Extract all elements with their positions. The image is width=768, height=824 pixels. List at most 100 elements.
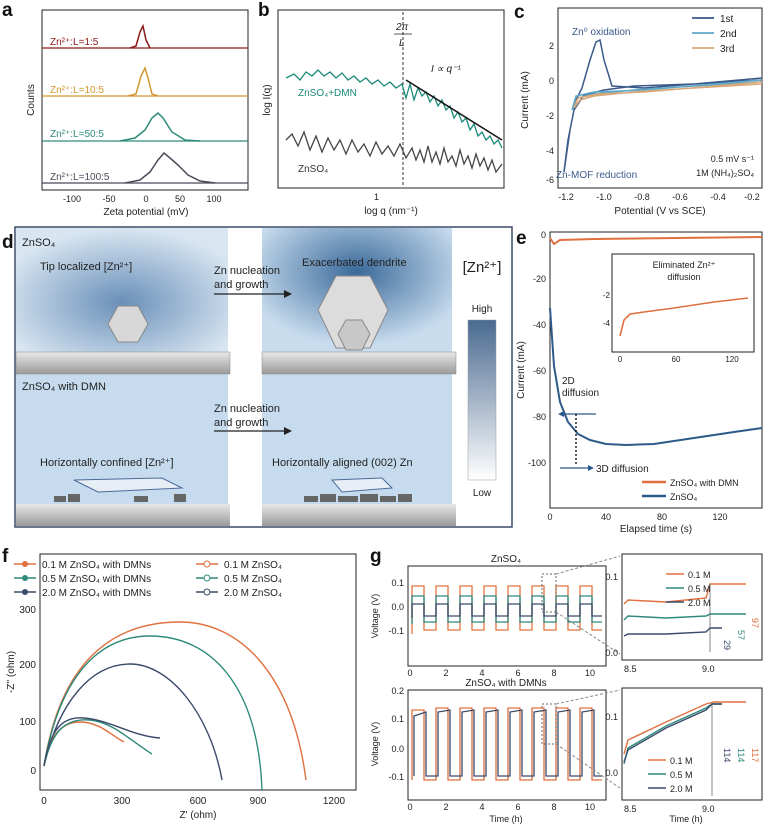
series-0.5M	[43, 635, 263, 791]
panel-b-chart: 2π L I ∝ q⁻¹ ZnSO₄+DMN ZnSO₄ 1 log q (nm…	[262, 9, 505, 217]
x-axis-label-main: Time (h)	[489, 814, 522, 824]
scale-low: Low	[473, 488, 492, 499]
inset	[611, 253, 755, 353]
panel-letter-d: d	[2, 232, 14, 253]
legend-0.5M: 0.5 M ZnSO₄	[224, 574, 282, 585]
trace-1-5	[129, 23, 151, 49]
label-100-5: Zn²⁺:L=100:5	[50, 172, 110, 183]
xtick: 40	[601, 512, 611, 522]
y-axis-label-top: Voltage (V)	[370, 594, 380, 639]
legend-dmn-2.0M: 2.0 M ZnSO₄ with DMNs	[42, 588, 151, 599]
trace-10-5	[127, 65, 159, 97]
zoom-xtick: 9.0	[702, 664, 715, 674]
xtick: 2	[443, 802, 448, 812]
y-axis-label: Counts	[26, 84, 37, 116]
scale-title: [Zn²⁺]	[463, 259, 502, 276]
label-2d-1: 2D	[562, 376, 575, 387]
power-law-label: I ∝ q⁻¹	[431, 64, 461, 75]
xtick: 4	[479, 802, 484, 812]
zoom-xtick: 8.5	[624, 664, 637, 674]
dmn-sheet-icon	[73, 477, 184, 493]
scale-high: High	[472, 304, 493, 315]
zoom-ytick: 0.1	[605, 572, 618, 582]
legend-0.1M: 0.1 M ZnSO₄	[224, 560, 282, 571]
ytick: 0	[30, 766, 36, 777]
aligned-text: Horizontally aligned (002) Zn	[272, 457, 413, 469]
xtick: 0	[41, 796, 47, 807]
top-value-0.5M: 57	[736, 630, 746, 640]
legend-dmn-0.1M: 0.1 M ZnSO₄ with DMNs	[42, 560, 151, 571]
rate-label: 0.5 mV s⁻¹	[711, 154, 754, 164]
xtick: -1.2	[558, 192, 574, 202]
bottom-title: ZnSO₄ with DMN	[22, 381, 106, 393]
ytick: 0.0	[391, 744, 404, 754]
ytick: -60	[533, 366, 546, 376]
panel-letter-e: e	[516, 228, 527, 249]
xtick: -0.6	[672, 192, 688, 202]
annot-2pi: 2π	[395, 22, 409, 33]
xtick: 0	[407, 668, 412, 678]
xtick: 0	[143, 194, 148, 204]
x-axis-label: Potential (V vs SCE)	[614, 206, 705, 217]
legend-bottom-0.1M: 0.1 M	[670, 756, 693, 766]
panel-e-chart: 0 -20 -40 -60 -80 -100 0 40 80 120 Elaps…	[516, 230, 763, 535]
top-title: ZnSO₄	[491, 554, 521, 565]
xtick: 300	[114, 796, 131, 807]
trace-50-5	[119, 111, 201, 142]
inset-xtick: 120	[725, 355, 739, 364]
ytick: 200	[19, 660, 36, 671]
series-znso4	[549, 307, 763, 447]
ytick: 0	[541, 230, 546, 240]
panel-d-schematic: ZnSO₄ Tip localized [Zn²⁺] Zn nucleation…	[14, 226, 513, 528]
bottom-value-2.0M: 114	[722, 748, 732, 762]
legend-1st: 1st	[720, 14, 734, 25]
ytick: -0.1	[388, 626, 404, 636]
zoom-ytick: 0.0	[605, 768, 618, 778]
bottom-title: ZnSO₄ with DMNs	[465, 678, 546, 689]
ytick: 2	[549, 41, 554, 51]
xtick: -1.0	[596, 192, 612, 202]
label-1-5: Zn²⁺:L=1:5	[50, 37, 99, 48]
panel-letter-a: a	[2, 0, 13, 21]
cycle-1	[563, 38, 763, 173]
ytick: 300	[19, 605, 36, 616]
series-0.1M	[43, 621, 307, 781]
panel-c-chart: 2 0 -2 -4 -6 -1.2 -1.0 -0.8 -0.6 -0.4 -0…	[520, 7, 763, 217]
arrow-text-bottom-2: and growth	[214, 417, 268, 429]
hexagon-tip-icon	[107, 305, 149, 343]
legend-znso4: ZnSO₄	[670, 492, 698, 502]
xtick: 2	[443, 668, 448, 678]
xtick: 80	[657, 512, 667, 522]
zoom-xtick: 8.5	[624, 804, 637, 814]
trace-100-5	[124, 151, 216, 184]
legend-2.0M: 2.0 M	[688, 598, 711, 608]
label-50-5: Zn²⁺:L=50:5	[50, 129, 104, 140]
ytick: 0	[549, 76, 554, 86]
inset-title-2: diffusion	[667, 272, 700, 282]
annot-L: L	[399, 38, 405, 49]
xtick: 0	[547, 512, 552, 522]
inset-xtick: 0	[618, 355, 623, 364]
label-dmn: ZnSO₄+DMN	[298, 88, 357, 99]
y-axis-label-bottom: Voltage (V)	[370, 722, 380, 767]
zoom-ytick: 0.0	[605, 648, 618, 658]
top-value-0.1M: 97	[750, 618, 760, 628]
x-axis-label-zoom: Time (h)	[669, 814, 702, 824]
series-2.0M	[43, 663, 223, 781]
concentration-scale	[467, 319, 497, 481]
ytick: -20	[533, 274, 546, 284]
xtick: 100	[206, 194, 221, 204]
inset-xtick: 60	[672, 355, 681, 364]
inset-ytick: -4	[603, 319, 611, 328]
legend-2.0M: 2.0 M ZnSO₄	[224, 588, 282, 599]
series-dmn	[549, 236, 763, 246]
x-axis-label: log q (nm⁻¹)	[364, 206, 418, 217]
x-axis-label: Z' (ohm)	[180, 810, 217, 821]
legend-dmn: ZnSO₄ with DMN	[670, 478, 739, 488]
dendrite-icon	[317, 275, 389, 349]
electrolyte-label: 1M (NH₄)₂SO₄	[696, 168, 754, 178]
xtick: 10	[585, 802, 595, 812]
xtick: 6	[515, 668, 520, 678]
panel-a-chart: Zn²⁺:L=1:5 Zn²⁺:L=10:5 Zn²⁺:L=50:5 Zn²⁺:…	[26, 9, 249, 218]
legend-bottom-0.5M: 0.5 M	[670, 770, 693, 780]
